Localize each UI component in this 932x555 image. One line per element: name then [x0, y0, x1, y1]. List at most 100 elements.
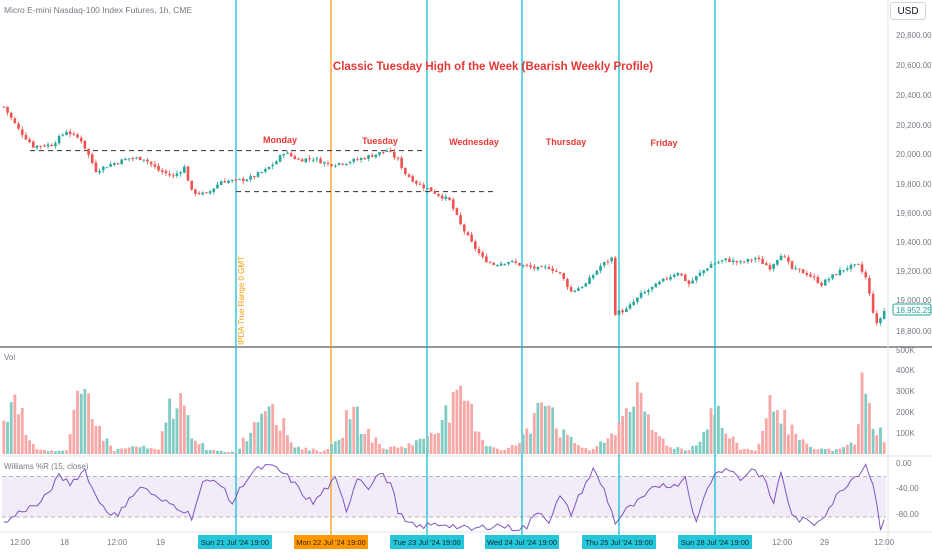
volume-bar: [694, 445, 698, 454]
volume-bar: [647, 414, 650, 454]
volume-bar: [632, 406, 636, 454]
volume-bar: [260, 413, 264, 454]
price-tick: 19,000.00: [896, 296, 932, 305]
volume-bar: [197, 444, 201, 454]
volume-bar: [300, 449, 304, 454]
volume-bar: [477, 431, 481, 454]
candle-body: [525, 264, 529, 266]
volume-bar: [613, 435, 617, 454]
volume-bar: [680, 448, 683, 454]
volume-bar: [31, 444, 35, 454]
volume-bar: [735, 442, 739, 454]
candle-body: [404, 167, 407, 175]
candle-body: [20, 129, 24, 136]
volume-bar: [599, 441, 602, 454]
volume-bar: [164, 422, 168, 454]
session-badge-bg: [485, 535, 559, 549]
volume-bar: [61, 450, 65, 454]
candle-body: [757, 257, 761, 260]
candle-body: [746, 258, 750, 262]
volume-bar: [289, 442, 293, 454]
volume-bar: [547, 405, 551, 454]
price-tick: 20,000.00: [896, 150, 932, 159]
volume-bar: [510, 444, 514, 454]
current-price-box: [892, 303, 932, 316]
volume-bar: [794, 433, 798, 454]
volume-bar: [845, 444, 849, 454]
volume-bar: [227, 452, 230, 454]
key-levels-layer: [30, 150, 494, 193]
volume-bar: [879, 427, 882, 454]
candle-body: [798, 268, 801, 270]
volume-bar: [687, 450, 691, 454]
candle-body: [650, 286, 654, 290]
candle-body: [418, 183, 422, 185]
candle-body: [286, 152, 289, 154]
candle-body: [779, 255, 783, 261]
volume-bar: [57, 450, 61, 454]
volume-bar: [462, 400, 466, 454]
volume-bar: [739, 449, 742, 454]
candle-body: [753, 258, 757, 260]
time-label: 18: [60, 538, 69, 547]
candle-body: [485, 256, 488, 263]
candle-body: [135, 157, 138, 159]
candle-body: [54, 143, 57, 147]
candle-body: [750, 259, 753, 261]
time-label: 19: [156, 538, 165, 547]
candle-body: [720, 260, 724, 262]
volume-bar: [131, 446, 135, 454]
candle-body: [573, 290, 577, 292]
volume-bar: [414, 440, 418, 454]
volume-bar: [149, 448, 153, 454]
volume-bar: [849, 442, 853, 454]
candle-body: [499, 263, 503, 266]
day-label-tuesday: Tuesday: [362, 136, 398, 146]
volume-bar: [764, 418, 768, 454]
candle-body: [536, 266, 540, 270]
candles-layer: [2, 106, 886, 326]
candle-body: [724, 258, 728, 261]
volume-bar: [717, 405, 720, 454]
candle-body: [94, 162, 98, 172]
candle-body: [28, 139, 31, 143]
candle-body: [157, 165, 160, 171]
candle-body: [879, 318, 882, 324]
candle-body: [595, 270, 599, 275]
volume-bar: [875, 435, 879, 454]
candle-body: [164, 171, 168, 174]
volume-bar: [201, 442, 205, 454]
candle-body: [532, 266, 536, 269]
volume-bar: [783, 409, 787, 454]
volume-bar: [286, 435, 289, 454]
volume-bar: [455, 389, 459, 454]
volume-bar: [175, 408, 179, 454]
volume-bar: [2, 420, 6, 454]
candle-body: [451, 199, 455, 209]
volume-bar: [234, 452, 238, 454]
volume-bar: [448, 422, 451, 454]
time-label: 12:00: [874, 538, 895, 547]
candle-body: [334, 165, 337, 167]
candle-body: [455, 208, 459, 215]
candle-body: [227, 180, 230, 183]
volume-bar: [617, 422, 621, 454]
chart-title: Classic Tuesday High of the Week (Bearis…: [333, 61, 653, 73]
candle-body: [253, 176, 256, 178]
volume-bar: [426, 436, 429, 454]
volume-bar: [639, 392, 643, 454]
volume-bar: [297, 446, 300, 454]
candle-body: [212, 188, 216, 192]
candle-body: [577, 288, 580, 291]
currency-button[interactable]: USD: [890, 2, 926, 20]
candle-body: [831, 274, 834, 279]
candle-body: [6, 106, 9, 113]
candle-body: [706, 268, 709, 271]
volume-bar: [658, 436, 661, 454]
volume-bar: [484, 446, 488, 454]
volume-bar: [536, 402, 540, 454]
candle-body: [761, 259, 764, 264]
volume-bar: [308, 450, 311, 454]
